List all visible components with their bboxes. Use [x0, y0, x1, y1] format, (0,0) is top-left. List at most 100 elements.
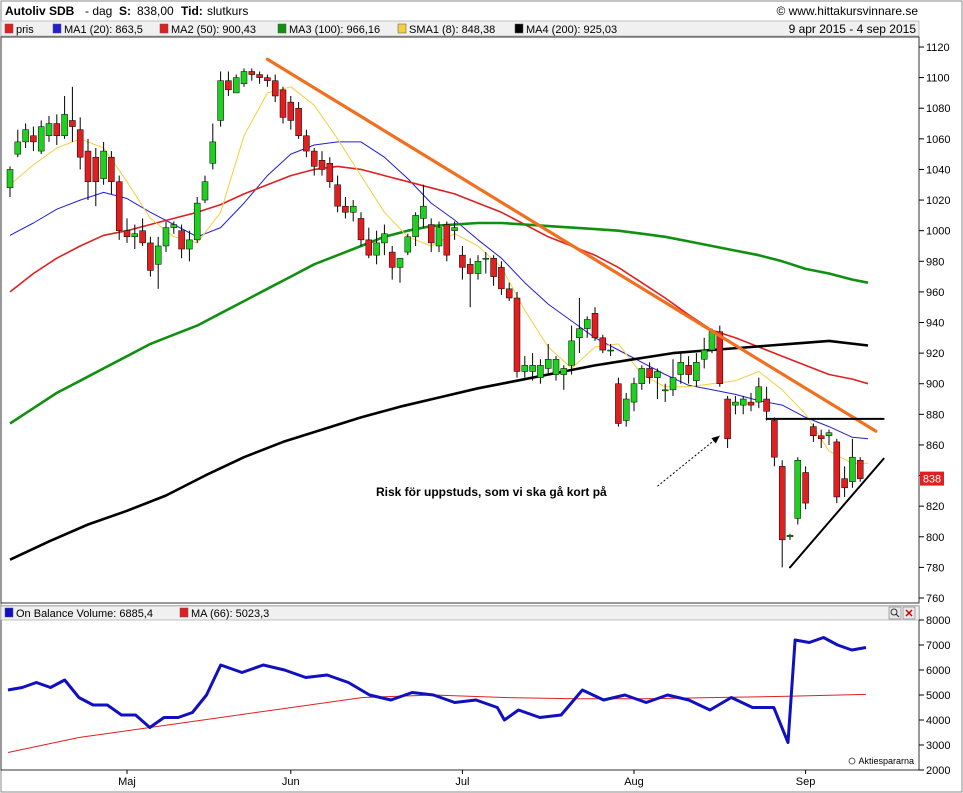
- candle-body: [505, 288, 513, 299]
- obv-tick-label: 3000: [926, 740, 950, 752]
- date-x-axis: Maj Jun Jul Aug Sep: [118, 770, 815, 788]
- website-credit: © www.hittakursvinnare.se: [776, 4, 918, 18]
- candle-body: [537, 365, 544, 378]
- candle-body: [115, 181, 123, 231]
- obv-legend-swatch: [4, 607, 14, 618]
- candle-body: [178, 230, 185, 250]
- obv-tick-label: 7000: [926, 640, 950, 652]
- obv-plot-area: [0, 605, 920, 771]
- candle-body: [209, 141, 217, 164]
- obv-legend-swatch: [179, 607, 189, 618]
- y-tick-label: 900: [926, 379, 944, 391]
- candle-body: [560, 368, 568, 375]
- x-tick-label: Aug: [624, 776, 644, 788]
- y-tick-label: 1100: [926, 73, 950, 85]
- candle-body: [357, 218, 365, 241]
- obv-tick-label: 2000: [926, 765, 950, 777]
- candle-body: [45, 123, 53, 137]
- candle-body: [763, 398, 770, 412]
- candle-body: [427, 224, 435, 244]
- obv-tick-label: 4000: [926, 715, 950, 727]
- candle-body: [186, 239, 193, 250]
- legend-swatch: [52, 23, 62, 34]
- arrow-shaft: [657, 435, 721, 487]
- x-tick-label: Jul: [455, 776, 469, 788]
- candle-body: [303, 135, 310, 152]
- close-stroke-b: [905, 609, 913, 617]
- candle-body: [240, 71, 248, 84]
- interval-label: - dag: [85, 4, 112, 18]
- ma-line: [9, 165, 869, 385]
- candle-body: [22, 129, 29, 143]
- candle-body: [529, 365, 536, 372]
- candle-body: [287, 101, 295, 121]
- candle-body: [794, 460, 802, 519]
- candle-body: [420, 205, 427, 219]
- candle-body: [849, 456, 856, 482]
- candle-body: [544, 358, 552, 369]
- candle-body: [732, 401, 739, 406]
- ma-line: [9, 221, 869, 425]
- candle-body: [201, 181, 209, 201]
- candle-body: [677, 362, 685, 375]
- x-tick-label: Sep: [796, 776, 816, 788]
- candle-body: [6, 169, 14, 189]
- legend-label: MA1 (20): 863,5: [64, 24, 143, 36]
- candle-body: [490, 257, 497, 277]
- candle-body: [271, 80, 279, 97]
- candle-body: [435, 227, 443, 247]
- candle-body: [14, 141, 22, 155]
- ticker-title: Autoliv SDB: [5, 4, 75, 18]
- price-plot-area: [0, 36, 920, 604]
- candle-body: [310, 150, 318, 167]
- candle-body: [810, 426, 817, 437]
- obv-legend: On Balance Volume: 6885,4 MA (66): 5023,3: [4, 607, 269, 620]
- last-price-badge: [920, 471, 944, 486]
- candle-body: [264, 77, 271, 81]
- legend-swatch: [277, 23, 287, 34]
- tid-value: slutkurs: [207, 4, 248, 18]
- candle-body: [802, 472, 809, 504]
- candle-body: [61, 114, 68, 137]
- candle-body: [654, 371, 661, 378]
- candle-body: [84, 150, 92, 182]
- candle-body: [622, 398, 630, 421]
- candle-body: [583, 319, 591, 329]
- y-tick-label: 1020: [926, 195, 950, 207]
- legend-swatch: [397, 23, 407, 34]
- y-tick-label: 940: [926, 318, 944, 330]
- candle-body: [661, 389, 669, 392]
- candle-body: [685, 365, 692, 375]
- legend-label: MA4 (200): 925,03: [526, 24, 617, 36]
- candle-body: [607, 349, 614, 352]
- candle-body: [162, 227, 170, 247]
- legend-bar: [0, 20, 920, 37]
- trendline-resistance: [265, 57, 878, 433]
- candle-body: [131, 233, 139, 238]
- candle-body: [412, 215, 419, 238]
- price-y-axis: 7607808008208408608809009209409609801000…: [919, 42, 950, 605]
- candle-body: [466, 264, 474, 274]
- price-legend: pris MA1 (20): 863,5 MA2 (50): 900,43 MA3 (…: [4, 23, 617, 36]
- candle-body: [279, 89, 287, 118]
- chart-header: Autoliv SDB - dag S: 838,00 Tid: slutkur…: [5, 4, 918, 18]
- legend-label: MA2 (50): 900,43: [171, 24, 256, 36]
- candle-body: [30, 135, 37, 143]
- candle-body: [459, 254, 466, 268]
- legend-swatch: [4, 23, 14, 34]
- candle-body: [591, 313, 599, 339]
- legend-label: pris: [16, 24, 34, 36]
- y-tick-label: 1080: [926, 103, 950, 115]
- candle-body: [37, 126, 45, 152]
- candle-body: [856, 460, 864, 479]
- obv-lines: [7, 636, 867, 753]
- candle-body: [576, 328, 583, 339]
- candle-body: [217, 80, 224, 121]
- candle-body: [451, 227, 458, 231]
- candle-body: [638, 368, 646, 384]
- y-tick-label: 800: [926, 532, 944, 544]
- obv-toolbar: [888, 606, 916, 620]
- s-label: S:: [119, 4, 131, 18]
- last-price-tag: 838: [920, 471, 944, 486]
- obv-legend-bar: [0, 605, 920, 621]
